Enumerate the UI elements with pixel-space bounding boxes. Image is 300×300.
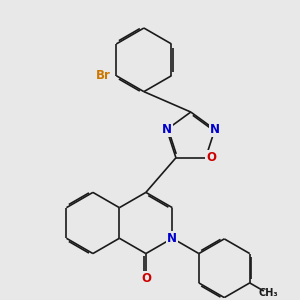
Text: N: N <box>210 123 220 136</box>
Text: N: N <box>162 123 172 136</box>
Text: CH₃: CH₃ <box>259 288 279 298</box>
Text: O: O <box>206 151 216 164</box>
Text: O: O <box>141 272 151 285</box>
Text: N: N <box>167 232 177 245</box>
Text: Br: Br <box>96 69 111 82</box>
